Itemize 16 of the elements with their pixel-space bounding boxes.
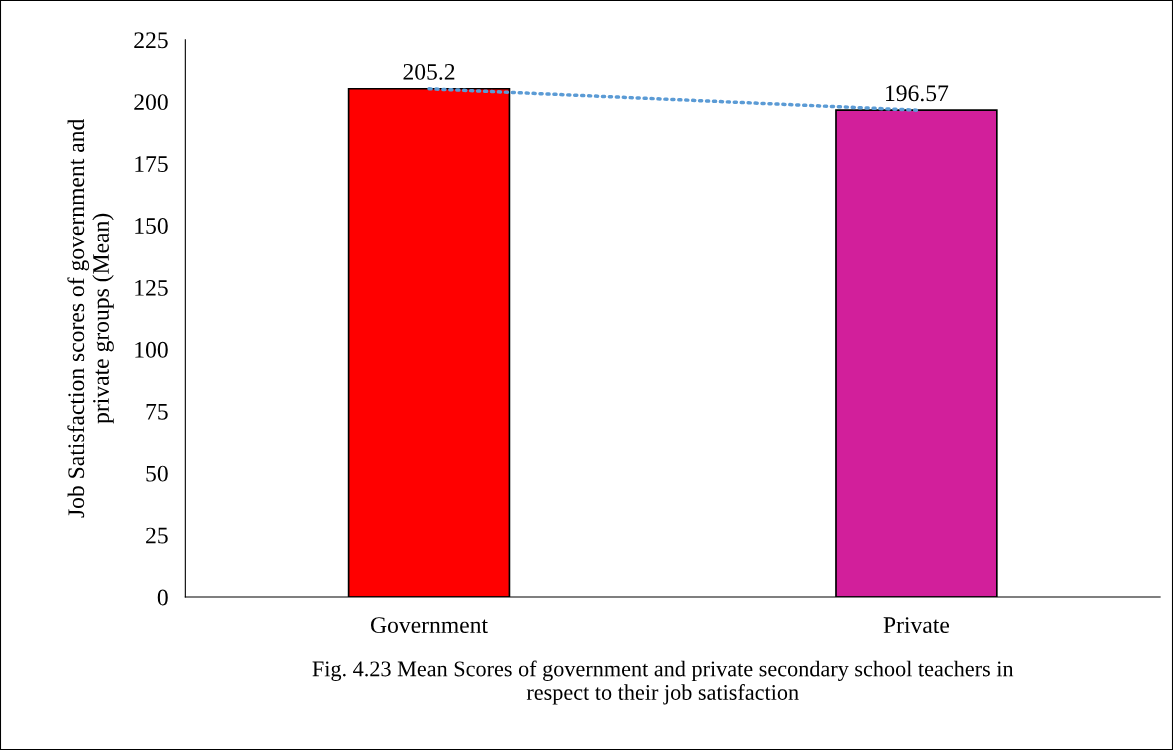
y-tick-label: 25 <box>146 527 168 544</box>
y-tick-label: 150 <box>135 217 168 234</box>
x-tick-label: Private <box>883 617 950 634</box>
y-tick-label: 125 <box>135 279 168 296</box>
y-tick-label: 100 <box>135 341 168 358</box>
y-tick-label: 175 <box>135 156 168 173</box>
data-label: 196.57 <box>886 85 949 102</box>
y-tick-label: 75 <box>146 403 168 420</box>
data-label: 205.2 <box>403 63 455 80</box>
y-tick-label: 200 <box>134 94 168 111</box>
caption: Fig. 4.23 Mean Scores of government and private secondary school teachers in respect to their job satisfaction <box>312 660 1014 705</box>
y-axis-title: Job Satisfaction scores of government and private groups (Mean) <box>67 119 114 518</box>
y-tick-label: 225 <box>134 32 168 49</box>
x-tick-label: Government <box>370 617 488 634</box>
y-tick-label: 50 <box>146 465 168 482</box>
y-tick-label: 0 <box>157 589 168 606</box>
